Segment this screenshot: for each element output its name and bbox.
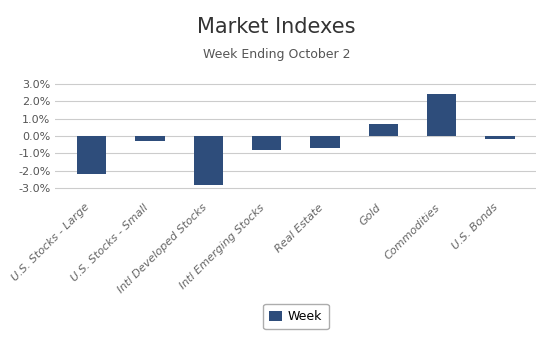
Text: Market Indexes: Market Indexes (197, 17, 356, 37)
Bar (252, 136, 281, 150)
Bar (77, 136, 106, 174)
Bar (310, 136, 340, 148)
Bar (486, 136, 514, 139)
Text: Week Ending October 2: Week Ending October 2 (203, 48, 350, 61)
Bar (427, 94, 456, 136)
Bar (369, 124, 398, 136)
Bar (194, 136, 223, 185)
Legend: Week: Week (263, 304, 328, 329)
Bar (135, 136, 165, 141)
